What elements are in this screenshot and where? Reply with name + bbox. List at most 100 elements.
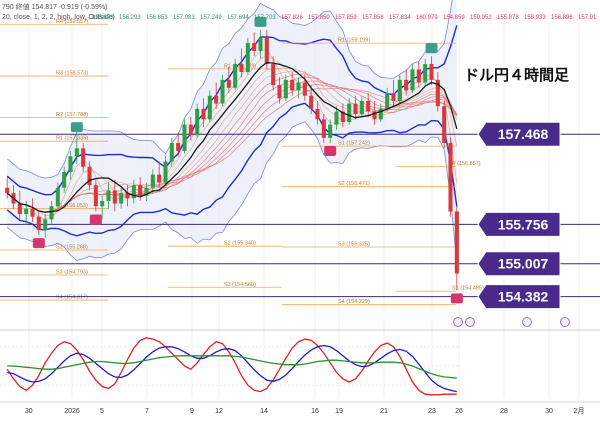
candle-body [49,206,54,220]
top-strip-value: 157.858 [362,15,384,21]
candle-body [157,174,162,183]
indicator-header: 20, close, 1, 2, 2, high, low, Outside) [2,14,115,21]
pivot-label: R1 (157.335) [56,136,88,142]
top-strip-value: 156.896 [551,15,573,21]
event-icons [453,317,570,327]
candle-body [119,193,124,204]
x-tick-label: 12 [215,408,223,415]
pivot-label: R2 (157.788) [56,112,88,118]
top-value-strip: 155.673 156.293 156.853 157.083 157.249 157.6… [92,15,597,21]
moving-averages [6,61,458,213]
top-strip-value: 157.850 [308,15,330,21]
candle-body [62,172,67,188]
candle-body [372,111,377,120]
pivot-label: S3 (154.560) [224,282,256,288]
pivot-label: S3 (155.325) [338,242,370,248]
top-strip-value: 158.933 [524,15,546,21]
pivot-label: P (156.857) [452,161,481,167]
candle-body [315,108,320,120]
candle-body [131,185,136,199]
price-tag-label: 157.468 [498,126,549,142]
candle-body [182,124,187,151]
chart-title: ドル円４時間足 [464,66,570,84]
candle-body [214,95,219,104]
price-tag-label: 155.756 [498,216,549,232]
candle-body [448,143,453,212]
candle-body [68,156,73,172]
x-tick-label: 14 [260,408,268,415]
candle-body [328,124,333,138]
candle-body [144,187,149,196]
pivot-label: S2 (156.471) [338,181,370,187]
pivot-label: S4 (154.229) [338,299,370,305]
candle-body [138,185,143,196]
candle-body [220,79,225,104]
oscillator-series-line [6,337,457,396]
candle-body [36,216,41,230]
pivot-label: S3 (154.793) [56,270,88,276]
candle-body [74,148,79,157]
candle-body [435,79,440,107]
candle-body [195,108,200,136]
pivot-label: S1 (156.053) [56,203,88,209]
top-strip-value: 157.249 [200,15,222,21]
candle-body [309,95,314,109]
candle-body [188,124,193,136]
price-tag-label: 154.382 [498,289,549,305]
candle-body [43,219,48,230]
candle-body [353,103,358,115]
x-tick-label: 30 [25,408,33,415]
candle-body [321,119,326,138]
candle-body [24,208,29,215]
candle-body [226,79,231,88]
x-tick-label: 30 [545,408,553,415]
candle-body [55,187,60,207]
swing-low-marker [89,214,102,225]
candles [5,29,459,291]
x-tick-label: 21 [380,408,388,415]
oscillator-pane [0,337,460,396]
x-tick-label: 2月 [574,407,585,415]
candle-body [359,100,364,115]
candle-body [125,193,130,199]
candle-body [283,79,288,99]
candle-body [201,108,206,120]
price-tag-box [477,251,561,277]
x-tick-label: 16 [311,408,319,415]
swing-low-marker [32,238,45,249]
swing-markers [32,16,463,304]
candle-body [366,100,371,112]
candle-body [169,143,174,162]
candle-body [112,190,117,204]
fast-ma-line [6,61,458,213]
price-tag-box [477,121,561,147]
top-strip-value: 155.673 [92,15,114,21]
top-strip-value: 157.91 [578,15,597,21]
top-strip-value: 157.694 [227,15,249,21]
x-tick-label: 26 [455,408,463,415]
top-strip-value: 157.083 [173,15,195,21]
candle-body [296,82,301,91]
x-tick-label: 23 [428,408,436,415]
candle-body [252,43,257,51]
candle-body [176,143,181,151]
x-tick-label: 19 [335,408,343,415]
candle-body [334,111,339,125]
top-strip-value: 160.979 [416,15,438,21]
pivot-label: R4 (159.557) [56,19,88,25]
candle-body [423,64,428,83]
candle-body [290,79,295,91]
x-tick-label: 2026 [64,408,80,415]
swing-low-marker [450,293,463,304]
price-tag-box [477,284,561,310]
candle-body [385,93,390,109]
x-tick-label: 28 [500,408,508,415]
candle-body [397,79,402,101]
candle-body [245,43,250,72]
candle-body [271,64,276,86]
swing-high-marker [70,122,83,133]
candle-body [302,82,307,96]
swing-low-marker [324,146,337,157]
top-strip-value: 157.834 [389,15,411,21]
pivot-label: R3 (158.573) [56,71,88,77]
